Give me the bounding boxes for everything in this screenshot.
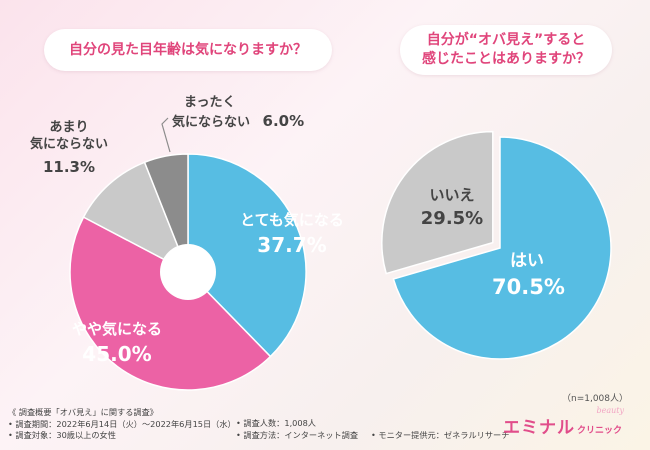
- logo-tagline: beauty: [596, 406, 624, 415]
- survey-row-3: • 調査対象：30歳以上の女性 • 調査人数：1,008人 • 調査方法：インタ…: [8, 418, 509, 442]
- survey-count: • 調査人数：1,008人: [236, 418, 316, 429]
- logo-sub-text: クリニック: [576, 426, 622, 436]
- chart2-title-line-2: 感じたことはありますか？: [422, 51, 590, 67]
- slice-label-not-at-all-line-2: 気にならない: [172, 114, 251, 130]
- slice-value-somewhat-concerned: 45.0%: [82, 342, 152, 366]
- survey-overview: 《 調査概要「オバ見え」に関する調査》 • 調査期間：2022年6月14日（火）…: [8, 407, 509, 442]
- logo-main-text: エミナル: [502, 418, 575, 438]
- chart1-leader-line: [161, 117, 171, 153]
- slice-label-not-much-line-1: あまり: [49, 120, 89, 135]
- slice-label-not-at-all-line-1: まったく: [184, 95, 236, 110]
- chart1-title: 自分の見た目年齢は気になりますか？: [44, 29, 332, 71]
- slice-label-not-much-line-2: 気にならない: [29, 136, 108, 152]
- chart1-title-text: 自分の見た目年齢は気になりますか？: [69, 41, 307, 58]
- survey-provider: • モニター提供元：ゼネラルリサーチ: [371, 430, 510, 441]
- chart2-slice-1: [392, 136, 612, 360]
- slice-label-very-concerned-name: とても気になる: [240, 211, 344, 229]
- sample-size-note: （n=1,008人）: [561, 394, 628, 404]
- chart1-slice-3: [82, 161, 190, 274]
- slice-label-not-at-all: まったく 気にならない 6.0%: [172, 95, 332, 132]
- slice-value-not-at-all: 6.0%: [262, 111, 305, 130]
- slice-label-somewhat-concerned-name: やや気になる: [71, 320, 162, 338]
- survey-target: • 調査対象：30歳以上の女性: [8, 430, 116, 441]
- clinic-logo: beauty エミナル クリニック: [502, 406, 624, 438]
- slice-label-not-much: あまり 気にならない 11.3%: [14, 120, 124, 177]
- slice-value-very-concerned: 37.7%: [257, 233, 327, 257]
- chart1-slice-2: [69, 216, 272, 391]
- survey-heading: 《 調査概要「オバ見え」に関する調査》: [8, 407, 158, 417]
- slice-value-no: 29.5%: [420, 208, 484, 229]
- slice-label-yes: はい 70.5%: [492, 246, 565, 299]
- slice-value-not-much: 11.3%: [42, 157, 96, 176]
- survey-method: • 調査方法：インターネット調査: [236, 430, 359, 441]
- chart2-slice-2: [381, 130, 494, 275]
- slice-label-no: いいえ 29.5%: [412, 184, 492, 229]
- chart1-slice-4: [143, 153, 189, 273]
- slice-label-no-name: いいえ: [429, 186, 475, 204]
- slice-value-yes: 70.5%: [492, 275, 565, 299]
- slice-label-very-concerned: とても気になる 37.7%: [232, 209, 352, 257]
- chart2-title: 自分が“オバ見え”すると 感じたことはありますか？: [400, 25, 612, 75]
- chart1-center-hole: [160, 244, 216, 300]
- chart1-slice-1: [187, 153, 307, 358]
- survey-period: • 調査期間：2022年6月14日（火）〜2022年6月15日（水）: [8, 418, 236, 429]
- slice-label-yes-name: はい: [510, 251, 544, 271]
- slice-label-somewhat-concerned: やや気になる 45.0%: [52, 318, 182, 366]
- chart2-title-line-1: 自分が“オバ見え”すると: [426, 32, 586, 49]
